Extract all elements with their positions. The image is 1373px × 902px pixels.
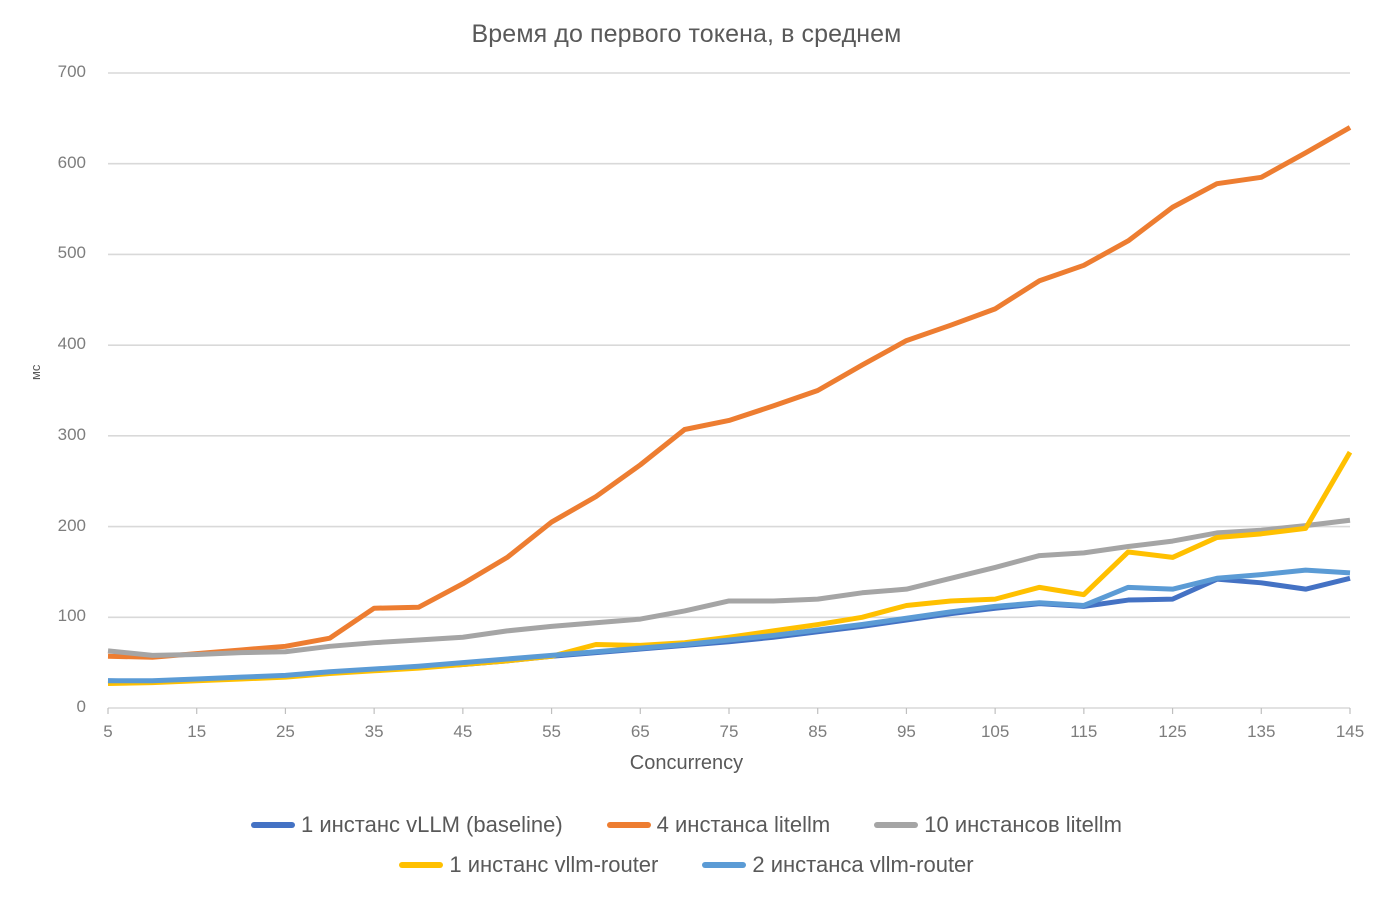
- y-axis-tick-label: 500: [57, 243, 86, 263]
- chart-title: Время до первого токена, в среднем: [471, 20, 902, 48]
- x-axis-tick-label: 45: [453, 722, 473, 741]
- chart-legend: 1 инстанс vLLM (baseline) 4 инстанса lite…: [0, 805, 1373, 885]
- series-line-1[interactable]: [107, 575, 1351, 685]
- legend-color-swatch-icon: [702, 862, 747, 868]
- series-line-5[interactable]: [108, 567, 1351, 684]
- gridlines: [108, 72, 1350, 709]
- x-axis-tick-label: 25: [275, 722, 295, 741]
- x-axis-tick-label: 115: [1070, 722, 1098, 741]
- legend-color-swatch-icon: [399, 862, 444, 868]
- x-axis-tick-label: 95: [896, 722, 916, 741]
- x-axis-title: Concurrency: [629, 752, 744, 774]
- legend-label: 1 инстанс vLLM (baseline): [301, 812, 563, 837]
- y-axis-tick-label: 100: [57, 606, 86, 626]
- x-axis-tick-label: 125: [1158, 722, 1187, 741]
- x-axis-tick-label: 145: [1335, 722, 1365, 741]
- legend-color-swatch-icon: [606, 822, 651, 828]
- legend-label: 1 инстанс vllm-router: [449, 852, 659, 877]
- legend-color-swatch-icon: [874, 822, 919, 828]
- x-axis-tick-label: 105: [980, 722, 1010, 741]
- series-line-3[interactable]: [107, 517, 1351, 658]
- legend-item-4-litellm[interactable]: 4 инстанса litellm: [606, 812, 831, 838]
- y-axis-tick-label: 200: [57, 515, 86, 535]
- legend-item-1-vllm-router[interactable]: 1 инстанс vllm-router: [399, 852, 658, 878]
- legend-label: 2 инстанса vllm-router: [752, 852, 974, 877]
- legend-label: 4 инстанса litellm: [656, 812, 831, 837]
- x-axis-tick-label: 75: [719, 722, 739, 741]
- y-axis-tick-label: 0: [76, 697, 86, 716]
- y-axis-tick-label: 300: [57, 424, 86, 444]
- x-axis-tick-label: 85: [808, 722, 828, 741]
- legend-label: 10 инстансов litellm: [924, 812, 1122, 837]
- legend-row: 1 инстанс vLLM (baseline) 4 инстанса lite…: [0, 805, 1373, 845]
- legend-row: 1 инстанс vllm-router 2 инстанса vllm-rou…: [0, 845, 1373, 885]
- x-axis-tick-label: 35: [364, 722, 384, 741]
- x-axis-tick-label: 135: [1247, 722, 1276, 741]
- series-line-2[interactable]: [107, 125, 1352, 660]
- y-axis-tick-label: 600: [57, 152, 86, 172]
- y-axis-tick-label: 400: [57, 334, 86, 354]
- x-axis-tick-label: 55: [542, 722, 562, 741]
- y-axis-tick-label: 700: [57, 62, 86, 81]
- legend-color-swatch-icon: [251, 822, 296, 828]
- x-axis-tick-label: 65: [630, 722, 650, 741]
- legend-item-2-vllm-router[interactable]: 2 инстанса vllm-router: [702, 852, 974, 878]
- legend-item-10-litellm[interactable]: 10 инстансов litellm: [874, 812, 1122, 838]
- x-axis-tick-label: 15: [187, 722, 207, 741]
- x-axis-tick-label: 5: [103, 722, 113, 741]
- x-axis-ticks: [107, 708, 1351, 714]
- legend-item-vllm-baseline[interactable]: 1 инстанс vLLM (baseline): [251, 812, 563, 838]
